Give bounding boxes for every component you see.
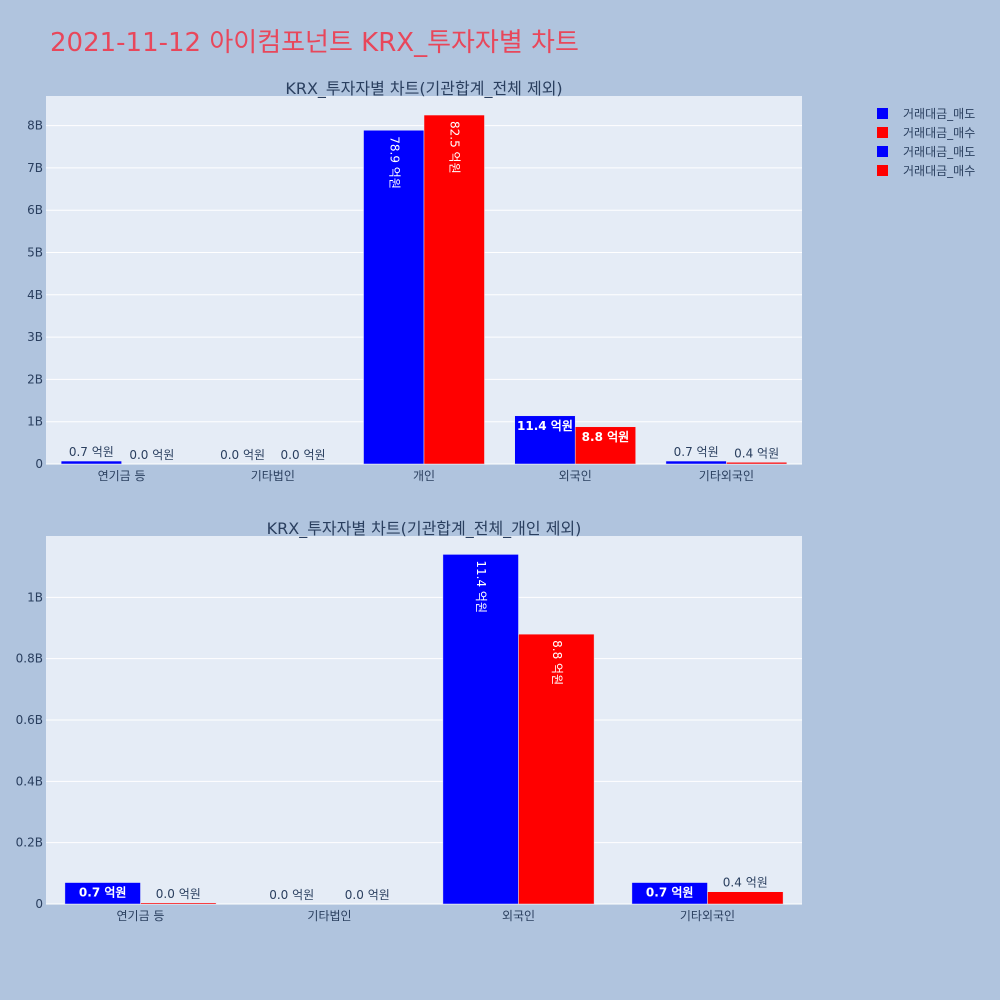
bar[interactable] — [707, 891, 784, 905]
y-tick-label: 7B — [27, 161, 43, 175]
chart-bottom: 0 0.2B 0.4B 0.6B 0.8B 1B KRX_투자자별 차트(기관합계_전체_개… — [16, 519, 802, 923]
legend-swatch[interactable] — [877, 108, 888, 119]
data-label: 0.7 억원 — [79, 886, 127, 900]
data-label: 0.0 억원 — [129, 448, 174, 462]
data-label: 82.5 억원 — [448, 121, 462, 174]
x-tick-label: 개인 — [413, 469, 435, 483]
legend-label[interactable]: 거래대금_매도 — [903, 145, 975, 159]
y-tick-label: 0.8B — [16, 652, 43, 666]
bar[interactable] — [574, 426, 636, 465]
y-tick-label: 3B — [27, 330, 43, 344]
y-tick-label: 1B — [27, 590, 43, 604]
data-label: 0.7 억원 — [674, 445, 719, 459]
page-title: 2021-11-12 아이컴포넌트 KRX_투자자별 차트 — [50, 28, 579, 58]
data-label: 0.0 억원 — [220, 448, 265, 462]
legend-swatch[interactable] — [877, 127, 888, 138]
bar[interactable] — [665, 460, 727, 465]
data-label: 8.8 억원 — [582, 430, 630, 444]
bar[interactable] — [64, 882, 141, 905]
x-tick-label: 연기금 등 — [98, 469, 146, 483]
y-tick-label: 1B — [27, 415, 43, 429]
chart-title: KRX_투자자별 차트(기관합계_전체 제외) — [285, 79, 562, 99]
y-tick-label: 5B — [27, 246, 43, 260]
chart-title: KRX_투자자별 차트(기관합계_전체_개인 제외) — [267, 519, 582, 539]
bar[interactable] — [363, 130, 425, 465]
data-label: 0.7 억원 — [69, 445, 114, 459]
bar[interactable] — [140, 902, 217, 905]
legend-swatch[interactable] — [877, 146, 888, 157]
bar[interactable] — [514, 415, 576, 465]
y-tick-label: 0.6B — [16, 713, 43, 727]
x-tick-label: 외국인 — [559, 469, 592, 483]
y-tick-label: 8B — [27, 119, 43, 133]
data-label: 11.4 억원 — [517, 419, 573, 433]
y-tick-label: 0.2B — [16, 836, 43, 850]
data-label: 78.9 억원 — [387, 136, 401, 189]
bar[interactable] — [60, 460, 122, 465]
data-label: 0.0 억원 — [269, 888, 314, 902]
y-tick-label: 0 — [35, 897, 43, 911]
data-label: 8.8 억원 — [550, 640, 564, 685]
y-tick-label: 4B — [27, 288, 43, 302]
data-label: 0.4 억원 — [734, 446, 779, 460]
data-label: 0.0 억원 — [345, 888, 390, 902]
bar[interactable] — [518, 633, 595, 905]
data-label: 0.4 억원 — [723, 876, 768, 890]
chart-top: 0 1B 2B 3B 4B 5B 6B 7B 8B KRX_투자자별 차트(기관합계_전체 제외)… — [27, 79, 802, 483]
data-label: 0.7 억원 — [646, 886, 694, 900]
x-tick-label: 기타법인 — [251, 469, 295, 483]
x-tick-label: 기타외국인 — [699, 469, 754, 483]
data-label: 0.0 억원 — [281, 448, 326, 462]
x-tick-label: 연기금 등 — [117, 909, 165, 923]
bar[interactable] — [442, 554, 519, 905]
y-tick-label: 2B — [27, 372, 43, 386]
y-tick-label: 0 — [35, 457, 43, 471]
legend-label[interactable]: 거래대금_매수 — [903, 126, 975, 140]
bar[interactable] — [423, 114, 485, 465]
legend-swatch[interactable] — [877, 165, 888, 176]
y-tick-label: 6B — [27, 203, 43, 217]
x-tick-label: 기타외국인 — [680, 909, 735, 923]
x-tick-label: 기타법인 — [307, 909, 351, 923]
y-tick-label: 0.4B — [16, 774, 43, 788]
data-label: 11.4 억원 — [474, 560, 488, 613]
bar[interactable] — [726, 462, 788, 465]
legend-label[interactable]: 거래대금_매수 — [903, 164, 975, 178]
data-label: 0.0 억원 — [156, 887, 201, 901]
x-tick-label: 외국인 — [502, 909, 535, 923]
legend-label[interactable]: 거래대금_매도 — [903, 107, 975, 121]
